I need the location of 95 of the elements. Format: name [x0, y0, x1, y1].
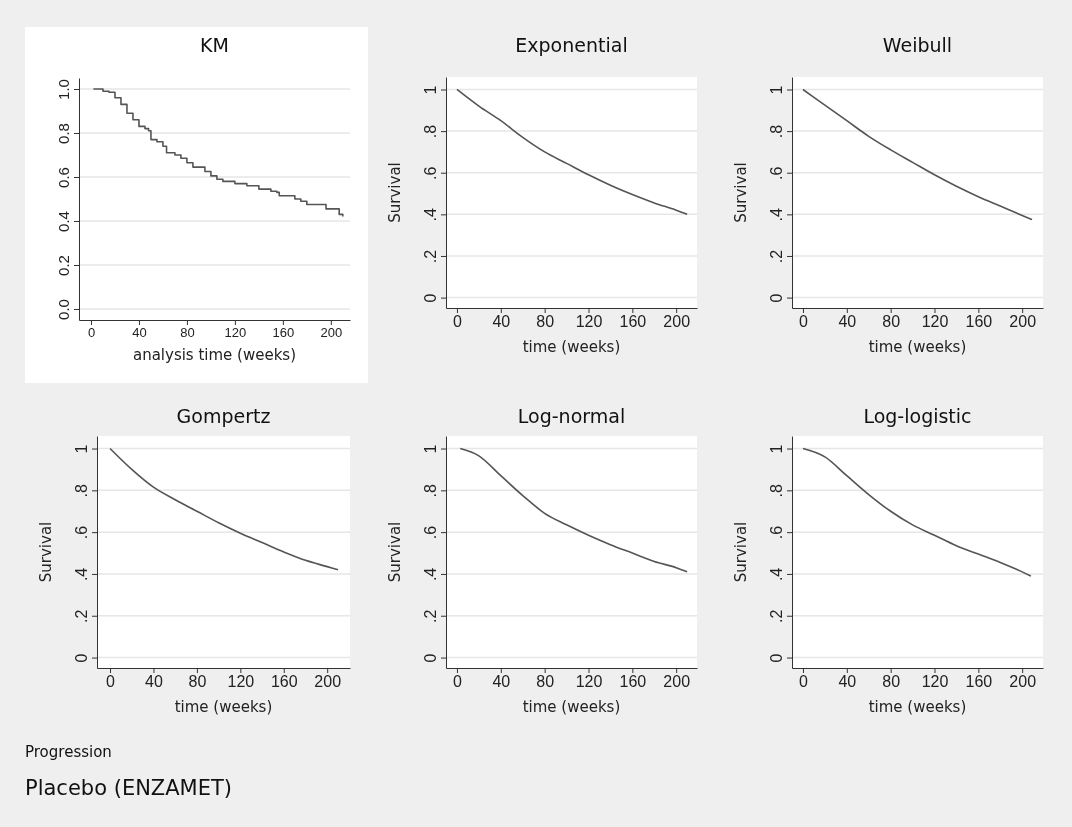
y-tick-label: .2 [768, 249, 785, 264]
line-series [456, 88, 688, 216]
y-tick-label: .6 [73, 525, 90, 540]
x-tick-label: 160 [619, 673, 647, 691]
y-tick-label: .8 [768, 124, 785, 139]
x-tick-label: 200 [320, 325, 343, 341]
x-tick-label: 80 [536, 313, 555, 331]
x-tick-label: 40 [492, 673, 511, 691]
text: Placebo (ENZAMET) [25, 776, 233, 800]
chart-title: Gompertz [176, 405, 271, 427]
y-tick-label: 1 [422, 85, 439, 95]
x-tick-label: 80 [882, 313, 901, 331]
y-tick-label: 0 [73, 653, 90, 663]
y-tick-label: 1 [422, 444, 439, 454]
y-tick-label: 1 [768, 85, 785, 95]
x-tick-label: 40 [492, 313, 511, 331]
y-tick-label: 0.0 [55, 299, 72, 320]
y-tick-label: .8 [73, 484, 90, 498]
x-tick-label: 120 [575, 673, 603, 691]
line-series [802, 447, 1032, 577]
x-tick-label: 80 [180, 325, 195, 341]
y-tick-label: .8 [422, 484, 439, 498]
x-tick-label: 120 [921, 313, 949, 331]
y-tick-label: 0.8 [55, 123, 72, 144]
y-tick-label: .4 [422, 208, 439, 222]
x-tick-label: 40 [145, 673, 163, 691]
y-tick-label: 0.6 [55, 167, 72, 188]
x-tick-label: 40 [838, 313, 857, 331]
x-tick-label: 160 [619, 313, 647, 331]
line-series [109, 447, 339, 571]
x-tick-label: 120 [224, 325, 247, 341]
y-tick-label: .4 [422, 567, 439, 582]
x-axis-title: time (weeks) [522, 338, 621, 356]
chart-title: Log-normal [517, 405, 626, 427]
x-axis-title: time (weeks) [868, 698, 967, 716]
x-tick-label: 200 [663, 673, 691, 691]
y-tick-label: .8 [768, 484, 785, 498]
x-axis-title: analysis time (weeks) [132, 346, 297, 364]
x-tick-label: 40 [838, 673, 857, 691]
x-tick-label: 160 [272, 325, 295, 341]
x-axis-title: time (weeks) [868, 338, 967, 356]
y-tick-label: 1 [768, 444, 785, 454]
x-tick-label: 40 [132, 325, 147, 341]
x-tick-label: 0 [453, 313, 463, 331]
x-tick-label: 200 [1009, 313, 1037, 331]
x-tick-label: 160 [965, 313, 993, 331]
x-tick-label: 160 [270, 673, 298, 691]
x-tick-label: 200 [1009, 673, 1037, 691]
x-axis-title: time (weeks) [522, 698, 621, 716]
y-tick-label: 1 [73, 444, 90, 454]
x-tick-label: 80 [536, 673, 555, 691]
chart-title: Exponential [515, 34, 628, 56]
x-tick-label: 80 [882, 673, 901, 691]
y-axis-title: Survival [732, 162, 750, 223]
y-tick-label: .6 [768, 525, 785, 540]
text: Progression [25, 743, 112, 761]
chart-title: Log-logistic [863, 405, 972, 427]
x-tick-label: 0 [799, 313, 809, 331]
x-tick-label: 160 [965, 673, 993, 691]
x-tick-label: 120 [227, 673, 255, 691]
y-tick-label: 0 [768, 653, 785, 663]
y-tick-label: .2 [73, 609, 90, 623]
y-tick-label: .6 [422, 525, 439, 540]
x-tick-label: 200 [663, 313, 691, 331]
x-tick-label: 120 [921, 673, 949, 691]
y-axis-title: Survival [386, 162, 404, 223]
y-tick-label: .2 [768, 609, 785, 623]
y-tick-label: 0.4 [55, 211, 72, 232]
chart-title: KM [200, 34, 229, 56]
y-axis-title: Survival [386, 521, 404, 583]
y-tick-label: .6 [768, 166, 785, 180]
line-series [802, 88, 1033, 221]
y-axis-title: Survival [37, 521, 55, 583]
y-tick-label: 0.2 [55, 255, 72, 276]
x-axis-title: time (weeks) [174, 698, 273, 716]
chart-title: Weibull [882, 34, 953, 56]
y-tick-label: 0 [422, 653, 439, 663]
x-tick-label: 0 [799, 673, 809, 691]
y-axis-title: Survival [732, 521, 750, 583]
line-series [459, 447, 688, 573]
y-tick-label: .4 [73, 567, 90, 582]
y-tick-label: 0 [422, 293, 439, 303]
x-tick-label: 80 [188, 673, 207, 691]
x-tick-label: 0 [106, 673, 116, 691]
y-tick-label: 0 [768, 293, 785, 303]
x-tick-label: 120 [575, 313, 603, 331]
y-tick-label: .6 [422, 166, 439, 180]
x-tick-label: 200 [314, 673, 342, 691]
y-tick-label: .8 [422, 124, 439, 139]
y-tick-label: .2 [422, 609, 439, 623]
y-tick-label: .4 [768, 208, 785, 222]
y-tick-label: .2 [422, 249, 439, 264]
x-tick-label: 0 [453, 673, 463, 691]
y-tick-label: .4 [768, 567, 785, 582]
y-tick-label: 1.0 [55, 79, 72, 100]
